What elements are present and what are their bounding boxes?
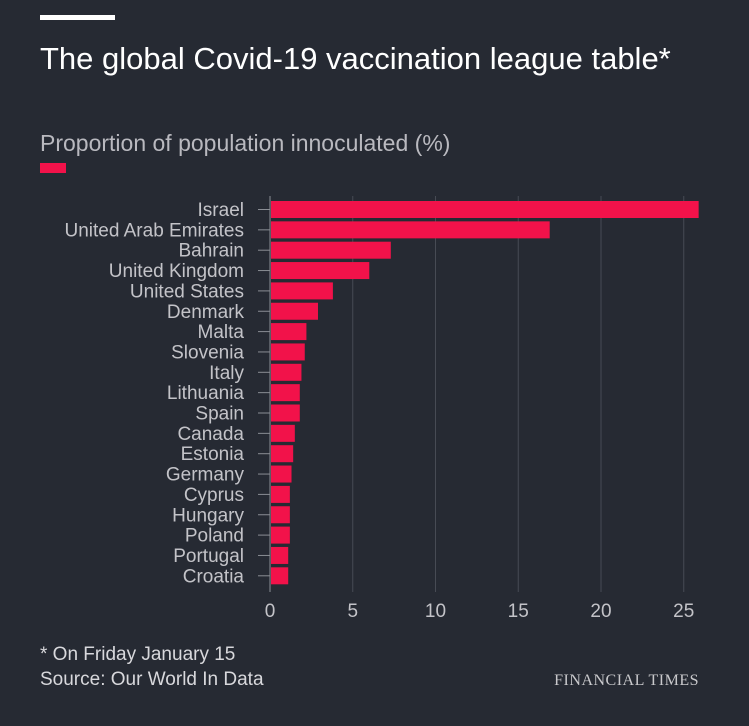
x-tick-label: 25 — [673, 601, 694, 622]
category-label: Cyprus — [184, 485, 244, 506]
header-rule — [40, 15, 115, 20]
x-tick-label: 20 — [590, 601, 611, 622]
bar-hungary — [271, 506, 290, 524]
bar-poland — [271, 526, 290, 544]
bar-croatia — [271, 567, 289, 585]
bar-portugal — [271, 546, 289, 564]
category-label: Poland — [185, 526, 244, 547]
x-tick-labels: 0 5 10 15 20 25 — [265, 601, 695, 622]
category-label: United Arab Emirates — [64, 220, 244, 241]
x-tick-label: 10 — [425, 601, 446, 622]
bar-united-kingdom — [271, 262, 370, 280]
category-label: United States — [130, 281, 244, 302]
grid-lines — [258, 196, 685, 592]
bar-malta — [271, 323, 307, 341]
bar-estonia — [271, 445, 294, 463]
category-label: Germany — [166, 465, 245, 486]
bar-united-states — [271, 282, 333, 300]
x-tick-label: 15 — [508, 601, 529, 622]
footnote: * On Friday January 15 — [40, 644, 236, 665]
chart-title: The global Covid-19 vaccination league t… — [40, 41, 671, 76]
bar-canada — [271, 424, 295, 442]
bar-lithuania — [271, 384, 300, 402]
category-label: United Kingdom — [109, 261, 244, 282]
category-label: Malta — [198, 322, 245, 343]
category-label: Croatia — [183, 566, 245, 587]
category-label: Lithuania — [167, 383, 245, 404]
x-tick-label: 5 — [347, 601, 358, 622]
category-label: Israel — [198, 200, 244, 221]
bar-spain — [271, 404, 300, 422]
category-label: Slovenia — [171, 342, 244, 363]
bar-germany — [271, 465, 292, 483]
category-label: Denmark — [167, 302, 245, 323]
brand-logo: FINANCIAL TIMES — [554, 672, 699, 689]
category-label: Italy — [209, 363, 244, 384]
category-label: Canada — [177, 424, 244, 445]
bar-united-arab-emirates — [271, 221, 550, 239]
legend-swatch — [40, 163, 66, 173]
chart-subtitle: Proportion of population innoculated (%) — [40, 130, 451, 156]
bar-slovenia — [271, 343, 305, 361]
category-label: Hungary — [172, 505, 244, 526]
bars — [271, 201, 699, 585]
category-label: Portugal — [173, 546, 244, 567]
category-label: Estonia — [181, 444, 245, 465]
x-tick-label: 0 — [265, 601, 276, 622]
bar-italy — [271, 363, 302, 381]
category-label: Spain — [195, 404, 244, 425]
bar-israel — [271, 201, 699, 218]
bar-bahrain — [271, 241, 391, 259]
bar-denmark — [271, 302, 318, 320]
source-note: Source: Our World In Data — [40, 669, 264, 690]
category-label: Bahrain — [179, 241, 245, 262]
bar-cyprus — [271, 485, 290, 503]
